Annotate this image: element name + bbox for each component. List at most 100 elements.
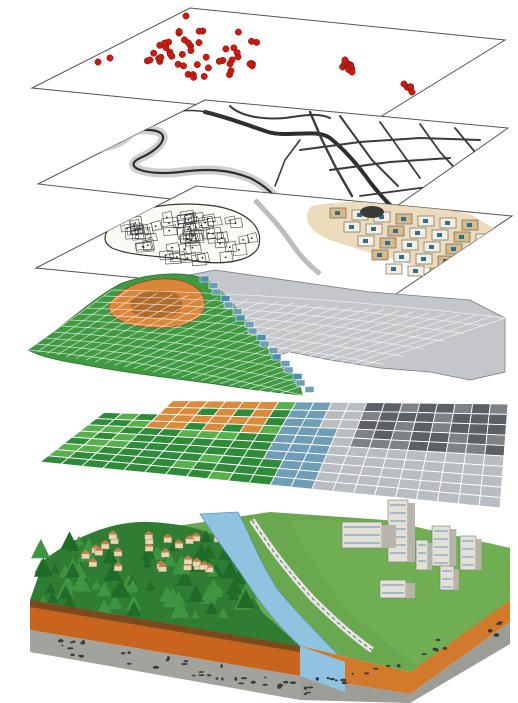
building-footprint (415, 231, 420, 235)
land-cover-cell (396, 411, 418, 423)
land-cover-cell (457, 493, 481, 507)
parcel (129, 225, 142, 235)
pebble (79, 654, 84, 658)
pebble (215, 677, 219, 680)
pebble (126, 662, 132, 665)
pebble (277, 685, 282, 689)
road (454, 127, 476, 153)
grid-line (95, 301, 465, 334)
grid-line (37, 290, 128, 352)
grid-line (277, 317, 506, 395)
parcel (172, 219, 187, 229)
house (94, 550, 103, 556)
land-cover-cell (414, 412, 436, 423)
land-cover-cell (447, 432, 469, 445)
pebble (206, 674, 212, 677)
point-cluster (94, 12, 416, 96)
data-point (181, 36, 188, 44)
stream-cell (220, 295, 231, 302)
land-cover-cell (463, 453, 486, 466)
data-point (222, 45, 230, 53)
land-cover-cell (450, 412, 472, 425)
parcel (197, 252, 210, 263)
land-cover-cell (290, 478, 317, 490)
tree (126, 601, 142, 617)
building-footprint (401, 217, 406, 221)
building-side (450, 529, 457, 566)
house (110, 538, 119, 545)
land-cover-cell (311, 480, 337, 492)
river-trace (253, 198, 322, 276)
pebble (181, 663, 188, 665)
road (308, 110, 354, 198)
tree (191, 610, 200, 619)
tree (145, 580, 156, 591)
building-footprint (423, 219, 428, 223)
building-footprint (473, 249, 478, 253)
building-footprint (451, 247, 456, 251)
grid-line (36, 343, 323, 388)
parcel-centroid (192, 234, 195, 237)
stream-cell (256, 334, 267, 341)
grid-line (85, 296, 203, 361)
data-point (150, 49, 158, 57)
pebble (250, 680, 256, 684)
parcel-centroid (228, 246, 231, 249)
elevation-layer (27, 269, 506, 396)
parcel (188, 232, 205, 244)
house (199, 564, 208, 571)
house-roof (184, 534, 195, 539)
parcel-centroid (142, 246, 145, 249)
tree (221, 560, 239, 579)
parcel (144, 232, 158, 242)
pebble (70, 653, 75, 657)
pebble (487, 628, 493, 633)
land-cover-cell (356, 419, 380, 431)
parcel-centroid (224, 256, 227, 259)
pebble (80, 641, 85, 645)
pebble (238, 682, 245, 685)
building-footprint (335, 211, 340, 215)
pebble (283, 680, 289, 684)
city-block (467, 245, 485, 257)
grid-line (111, 289, 506, 319)
house-roof (143, 530, 154, 535)
building-footprint (495, 251, 500, 255)
city-block (451, 269, 469, 281)
land-cover-cell (373, 485, 399, 498)
building (379, 579, 407, 599)
road (339, 115, 399, 187)
grid-line (61, 325, 384, 365)
tree (176, 569, 194, 586)
pebble (191, 674, 196, 677)
parcel-grid (120, 209, 259, 267)
parcel (135, 240, 154, 253)
data-point (234, 28, 242, 36)
house (144, 534, 153, 540)
pebble (165, 659, 170, 662)
road (299, 137, 481, 151)
pebble (70, 641, 74, 644)
parcel (206, 216, 223, 226)
parcel (120, 223, 136, 233)
house (161, 552, 170, 558)
house-roof (157, 562, 168, 567)
pebble (435, 638, 441, 642)
pebble (198, 674, 205, 676)
terrain-stream-cells (199, 275, 315, 393)
house (158, 566, 167, 572)
building-footprint (413, 269, 418, 273)
grid-line (95, 297, 218, 363)
tree (236, 589, 256, 608)
grid-line (75, 295, 188, 359)
parcel-centroid (220, 236, 223, 239)
parcel (160, 216, 180, 229)
grid-line (86, 307, 445, 342)
building-footprint (487, 263, 492, 267)
building-footprint (429, 245, 434, 249)
parcel-centroid (191, 246, 194, 249)
pebble (326, 677, 330, 680)
tree (58, 585, 73, 599)
land-cover-cell (466, 433, 488, 446)
